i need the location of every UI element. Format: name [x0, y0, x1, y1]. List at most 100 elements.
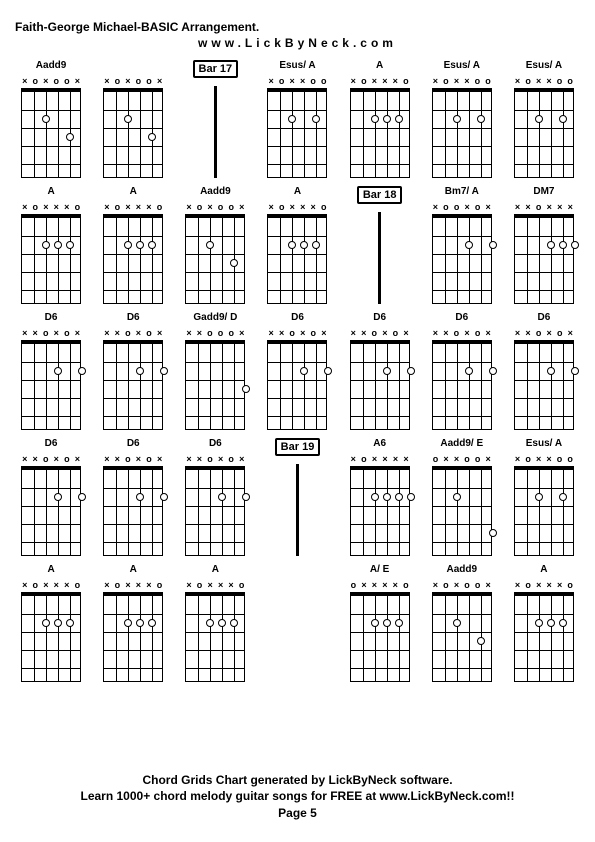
- chord-label: A/ E: [370, 564, 389, 578]
- string-marker: ×: [104, 580, 109, 592]
- string-markers: ×o×××o: [103, 202, 163, 214]
- chord-cell: A/ Eo××××o: [344, 564, 416, 682]
- chord-diagram: ×o×oo×: [103, 76, 163, 178]
- string-marker: o: [557, 454, 563, 466]
- finger-dot: [288, 241, 296, 249]
- string-marker: ×: [146, 580, 151, 592]
- string-markers: ×o×oo×: [103, 76, 163, 88]
- string-marker: ×: [228, 580, 233, 592]
- string-marker: o: [33, 580, 39, 592]
- finger-dot: [547, 241, 555, 249]
- chord-diagram: ××o×o×: [103, 454, 163, 556]
- string-marker: ×: [136, 580, 141, 592]
- string-marker: ×: [382, 454, 387, 466]
- chord-label: A: [47, 564, 54, 578]
- string-marker: o: [361, 76, 367, 88]
- string-marker: o: [75, 202, 81, 214]
- finger-dot: [230, 259, 238, 267]
- string-marker: ×: [393, 454, 398, 466]
- finger-dot: [54, 367, 62, 375]
- string-marker: ×: [22, 328, 27, 340]
- chord-diagram: ×o×××o: [267, 202, 327, 304]
- chord-label: A: [47, 186, 54, 200]
- finger-dot: [160, 367, 168, 375]
- string-marker: o: [525, 454, 531, 466]
- string-marker: ×: [75, 76, 80, 88]
- string-marker: ×: [125, 76, 130, 88]
- chord-label: Esus/ A: [279, 60, 315, 74]
- fretboard: [103, 592, 163, 682]
- string-marker: ×: [300, 328, 305, 340]
- string-marker: ×: [64, 580, 69, 592]
- string-marker: ×: [403, 454, 408, 466]
- finger-dot: [300, 367, 308, 375]
- chord-diagram: ×o××××: [350, 454, 410, 556]
- chord-label: A: [130, 564, 137, 578]
- footer: Chord Grids Chart generated by LickByNec…: [0, 772, 595, 822]
- chord-label: D6: [455, 312, 468, 326]
- finger-dot: [324, 367, 332, 375]
- string-marker: ×: [403, 328, 408, 340]
- finger-dot: [148, 133, 156, 141]
- string-marker: o: [228, 454, 234, 466]
- string-markers: ×o××oo: [514, 454, 574, 466]
- string-marker: ×: [54, 328, 59, 340]
- string-marker: ×: [536, 454, 541, 466]
- string-marker: ×: [239, 454, 244, 466]
- string-marker: o: [136, 76, 142, 88]
- string-marker: o: [218, 328, 224, 340]
- string-marker: o: [475, 202, 481, 214]
- chord-diagram: ×o×oo×: [21, 76, 81, 178]
- string-markers: ××o×o×: [432, 328, 492, 340]
- finger-dot: [54, 619, 62, 627]
- string-marker: o: [433, 454, 439, 466]
- string-marker: o: [146, 76, 152, 88]
- string-markers: ××o×o×: [185, 454, 245, 466]
- footer-line1: Chord Grids Chart generated by LickByNec…: [0, 772, 595, 789]
- string-marker: o: [475, 454, 481, 466]
- string-marker: ×: [239, 202, 244, 214]
- finger-dot: [124, 115, 132, 123]
- finger-dot: [136, 619, 144, 627]
- chord-cell: Gadd9/ D××ooo×: [179, 312, 251, 430]
- finger-dot: [547, 367, 555, 375]
- string-markers: ××o×o×: [21, 454, 81, 466]
- string-marker: ×: [486, 580, 491, 592]
- fretboard: [432, 340, 492, 430]
- finger-dot: [489, 241, 497, 249]
- string-marker: ×: [464, 328, 469, 340]
- string-marker: ×: [547, 580, 552, 592]
- string-marker: o: [567, 580, 573, 592]
- finger-dot: [559, 115, 567, 123]
- string-marker: ×: [268, 76, 273, 88]
- bar-separator-cell: Bar 18: [344, 186, 416, 304]
- string-marker: ×: [372, 76, 377, 88]
- chord-label: Aadd9: [446, 564, 477, 578]
- fretboard: [21, 214, 81, 304]
- string-markers: ×o×××o: [185, 580, 245, 592]
- chord-label: Esus/ A: [526, 438, 562, 452]
- chord-diagram: ××o×o×: [21, 328, 81, 430]
- chord-diagram: ×o××oo: [514, 76, 574, 178]
- string-markers: o××oo×: [432, 454, 492, 466]
- string-marker: o: [115, 202, 121, 214]
- string-marker: o: [311, 328, 317, 340]
- chord-label: Esus/ A: [444, 60, 480, 74]
- string-marker: o: [125, 454, 131, 466]
- blank-cell: [261, 564, 333, 682]
- string-marker: ×: [321, 328, 326, 340]
- fretboard: [185, 214, 245, 304]
- chord-cell: A×o×××o: [508, 564, 580, 682]
- string-marker: o: [310, 76, 316, 88]
- string-marker: ×: [54, 580, 59, 592]
- string-marker: o: [443, 580, 449, 592]
- finger-dot: [124, 241, 132, 249]
- finger-dot: [66, 241, 74, 249]
- finger-dot: [453, 619, 461, 627]
- chord-label: A: [540, 564, 547, 578]
- chord-cell: Esus/ A×o××oo: [508, 438, 580, 556]
- string-marker: o: [393, 328, 399, 340]
- string-marker: o: [351, 580, 357, 592]
- string-marker: ×: [568, 202, 573, 214]
- bar-separator-cell: Bar 19: [261, 438, 333, 556]
